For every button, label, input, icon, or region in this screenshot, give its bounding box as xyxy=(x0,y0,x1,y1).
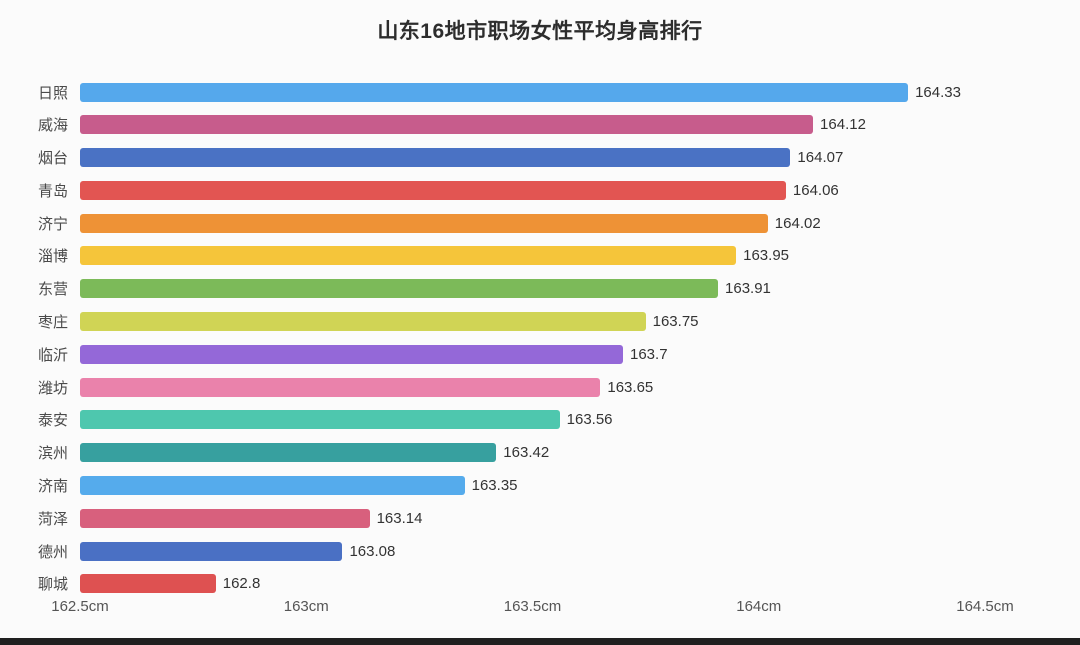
bar-zone: 163.65 xyxy=(80,377,985,397)
bar xyxy=(80,312,646,332)
bar-row: 潍坊 163.65 xyxy=(18,377,1080,397)
category-label: 济宁 xyxy=(37,215,68,233)
bar xyxy=(80,115,814,135)
x-axis: 162.5cm 163cm 163.5cm 164cm 164.5cm xyxy=(51,598,1014,618)
value-label: 164.06 xyxy=(792,181,839,199)
bar xyxy=(80,246,737,266)
bar-zone: 164.33 xyxy=(80,82,985,102)
bar-zone: 164.07 xyxy=(80,148,985,168)
bar-row: 菏泽 163.14 xyxy=(18,508,1080,528)
chart-title: 山东16地市职场女性平均身高排行 xyxy=(377,20,703,43)
bar-zone: 163.75 xyxy=(80,312,985,332)
value-label: 163.08 xyxy=(349,542,396,560)
x-tick: 163cm xyxy=(283,598,329,615)
bottom-edge-bar xyxy=(0,638,1080,645)
bar-rows: 日照 164.33 威海 164.12 烟台 164.07 青岛 164.06 济宁 164.02… xyxy=(18,82,1080,594)
bar-row: 日照 164.33 xyxy=(18,82,1080,102)
bar xyxy=(80,574,216,594)
value-label: 163.91 xyxy=(725,280,771,298)
value-label: 164.07 xyxy=(797,149,844,167)
category-label: 枣庄 xyxy=(37,314,68,332)
value-label: 163.65 xyxy=(607,378,654,396)
value-label: 163.75 xyxy=(652,313,699,331)
category-label: 菏泽 xyxy=(37,510,68,528)
bar-zone: 163.91 xyxy=(80,279,985,299)
category-label: 烟台 xyxy=(37,150,68,168)
bar xyxy=(80,377,601,397)
bar-zone: 164.06 xyxy=(80,180,985,200)
bar xyxy=(80,213,768,233)
category-label: 东营 xyxy=(37,281,68,299)
bar-row: 德州 163.08 xyxy=(18,541,1080,561)
bar-row: 枣庄 163.75 xyxy=(18,312,1080,332)
bar xyxy=(80,541,343,561)
bar xyxy=(80,476,465,496)
bar-zone: 163.95 xyxy=(80,246,985,266)
value-label: 163.14 xyxy=(376,509,423,527)
bar-row: 济宁 164.02 xyxy=(18,213,1080,233)
value-label: 163.56 xyxy=(566,411,613,429)
bar-zone: 163.08 xyxy=(80,541,985,561)
bar-row: 东营 163.91 xyxy=(18,279,1080,299)
bar xyxy=(80,148,791,168)
x-tick: 164.5cm xyxy=(956,598,1014,615)
category-label: 泰安 xyxy=(37,412,68,430)
bar-row: 烟台 164.07 xyxy=(18,148,1080,168)
bar-zone: 164.12 xyxy=(80,115,985,135)
bar xyxy=(80,279,719,299)
bar xyxy=(80,82,909,102)
category-label: 德州 xyxy=(37,543,68,561)
x-tick: 164cm xyxy=(736,598,782,615)
x-tick: 162.5cm xyxy=(51,598,109,615)
category-label: 临沂 xyxy=(37,346,68,364)
bar-row: 济南 163.35 xyxy=(18,476,1080,496)
bar-row: 临沂 163.7 xyxy=(18,344,1080,364)
bar xyxy=(80,410,560,430)
category-label: 济南 xyxy=(37,478,68,496)
category-label: 潍坊 xyxy=(37,379,68,397)
category-label: 青岛 xyxy=(37,182,68,200)
value-label: 163.7 xyxy=(630,345,668,363)
value-label: 163.35 xyxy=(471,477,518,495)
bar-row: 聊城 162.8 xyxy=(18,574,1080,594)
value-label: 164.12 xyxy=(820,116,866,134)
bar-zone: 163.56 xyxy=(80,410,985,430)
bar-zone: 163.7 xyxy=(80,344,985,364)
value-label: 164.02 xyxy=(774,214,821,232)
bar-zone: 164.02 xyxy=(80,213,985,233)
bar xyxy=(80,344,623,364)
category-label: 聊城 xyxy=(37,576,68,594)
category-label: 滨州 xyxy=(37,445,68,463)
bar xyxy=(80,443,497,463)
bar-zone: 162.8 xyxy=(80,574,985,594)
bar xyxy=(80,508,370,528)
bar-row: 滨州 163.42 xyxy=(18,443,1080,463)
bar-row: 青岛 164.06 xyxy=(18,180,1080,200)
x-tick: 163.5cm xyxy=(503,598,562,615)
bar-row: 威海 164.12 xyxy=(18,115,1080,135)
value-label: 164.33 xyxy=(915,83,961,101)
value-label: 163.42 xyxy=(503,444,550,462)
category-label: 威海 xyxy=(37,117,68,135)
bar xyxy=(80,180,786,200)
value-label: 162.8 xyxy=(222,575,261,593)
bar-row: 泰安 163.56 xyxy=(18,410,1080,430)
category-label: 淄博 xyxy=(37,248,68,266)
bar-zone: 163.14 xyxy=(80,508,985,528)
bar-row: 淄博 163.95 xyxy=(18,246,1080,266)
category-label: 日照 xyxy=(37,84,68,102)
bar-zone: 163.42 xyxy=(80,443,985,463)
value-label: 163.95 xyxy=(743,247,790,265)
bar-zone: 163.35 xyxy=(80,476,985,496)
